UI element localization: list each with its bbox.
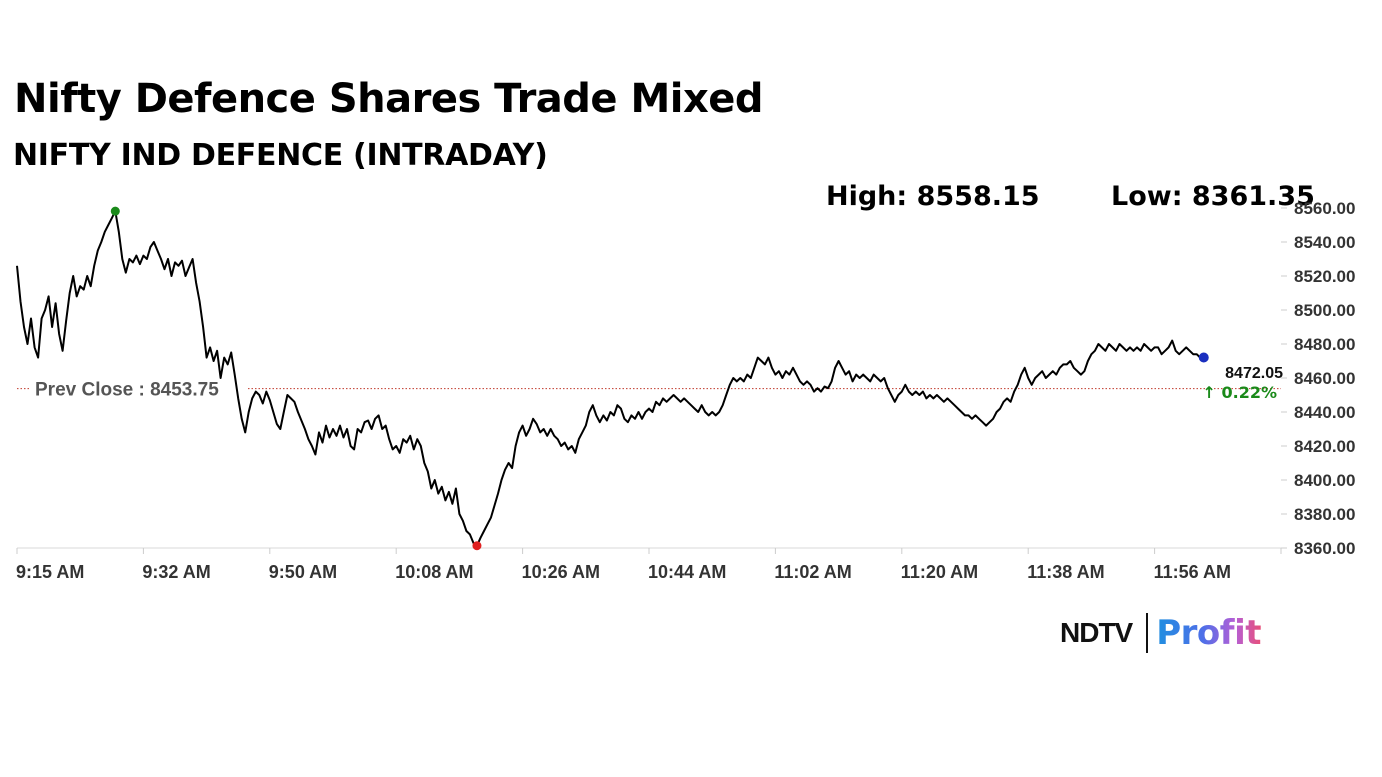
chart-headline: Nifty Defence Shares Trade Mixed: [14, 76, 764, 122]
profit-wordmark: Profit: [1156, 613, 1261, 653]
x-tick-label: 11:20 AM: [901, 562, 978, 582]
chart-subheadline: NIFTY IND DEFENCE (INTRADAY): [13, 138, 548, 173]
prev-close-label: Prev Close : 8453.75: [35, 380, 219, 401]
ndtv-wordmark: NDTV: [1060, 617, 1133, 648]
last-value-label: 8472.05: [1225, 365, 1283, 382]
x-tick-label: 9:50 AM: [269, 562, 337, 582]
y-tick-label: 8480.00: [1294, 335, 1355, 354]
index-price-line: [16, 210, 1204, 547]
change-percent-label: ↑ 0.22%: [1203, 383, 1277, 402]
x-tick-label: 10:08 AM: [395, 562, 473, 582]
x-axis: 9:15 AM 9:32 AM 9:50 AM 10:08 AM 10:26 AM 10:…: [16, 547, 1282, 582]
y-tick-label: 8460.00: [1294, 369, 1355, 388]
x-tick-label: 10:44 AM: [648, 562, 726, 582]
value-labels-group: 8472.05↑ 0.22%: [1203, 365, 1284, 402]
y-tick-label: 8520.00: [1294, 267, 1355, 286]
high-point-marker: [110, 206, 120, 216]
x-tick-label: 9:32 AM: [142, 562, 210, 582]
y-tick-label: 8500.00: [1294, 301, 1355, 320]
prev-close-group: Prev Close : 8453.75: [17, 375, 1281, 401]
x-tick-label: 10:26 AM: [522, 562, 600, 582]
low-point-marker: [472, 541, 482, 551]
y-tick-label: 8380.00: [1294, 505, 1355, 524]
prev-close-label-bg: [29, 375, 247, 400]
y-tick-label: 8420.00: [1294, 437, 1355, 456]
x-tick-label: 11:38 AM: [1027, 562, 1104, 582]
x-tick-label: 9:15 AM: [16, 562, 84, 582]
y-tick-label: 8440.00: [1294, 403, 1355, 422]
ndtv-profit-logo: NDTV Profit: [1060, 612, 1261, 654]
last-price-marker: [1198, 352, 1209, 363]
x-tick-label: 11:56 AM: [1154, 562, 1231, 582]
y-axis: 8560.00 8540.00 8520.00 8500.00 8480.00 8460.…: [1281, 199, 1355, 558]
y-tick-label: 8560.00: [1294, 199, 1355, 218]
y-tick-label: 8400.00: [1294, 471, 1355, 490]
y-tick-label: 8360.00: [1294, 539, 1355, 558]
x-tick-label: 11:02 AM: [774, 562, 851, 582]
low-readout: Low: 8361.35: [1111, 181, 1315, 212]
high-readout: High: 8558.15: [826, 181, 1040, 212]
markers-group: [110, 206, 1209, 551]
logo-divider: [1146, 613, 1149, 653]
series-group: [16, 210, 1204, 547]
y-tick-label: 8540.00: [1294, 233, 1355, 252]
